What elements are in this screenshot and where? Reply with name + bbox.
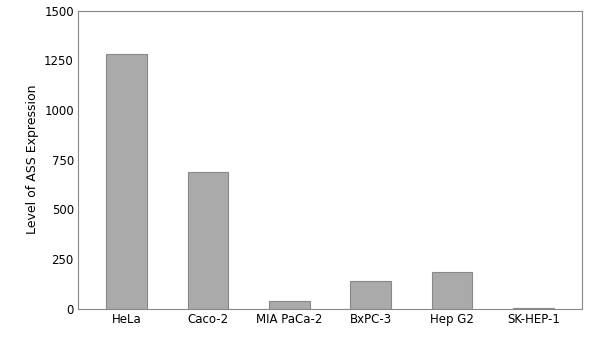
Y-axis label: Level of ASS Expression: Level of ASS Expression [26,85,38,235]
Bar [350,281,391,309]
Bar [188,172,229,309]
Bar [513,308,554,309]
Bar [106,54,147,309]
Bar [269,301,310,309]
Bar [431,272,472,309]
